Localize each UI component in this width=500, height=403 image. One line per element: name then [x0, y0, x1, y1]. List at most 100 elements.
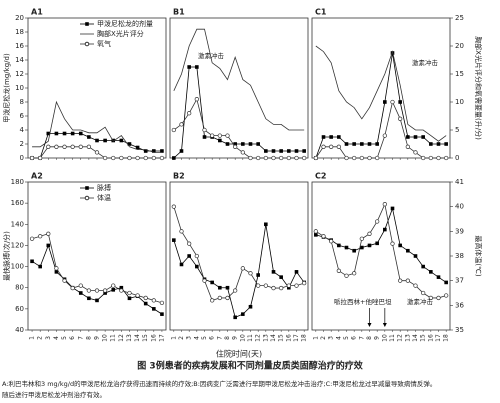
y2-tick-label: 41 — [455, 178, 464, 186]
marker — [429, 270, 433, 274]
x-tick-label: 9 — [374, 336, 381, 340]
marker — [436, 295, 441, 301]
marker — [367, 142, 372, 146]
x-tick-label: 16 — [150, 334, 157, 342]
marker — [78, 131, 83, 136]
series-line — [173, 224, 305, 318]
marker — [248, 142, 253, 146]
x-tick-label: 3 — [186, 336, 193, 340]
marker — [344, 245, 349, 250]
marker — [256, 283, 261, 288]
marker — [263, 155, 268, 161]
x-tick-label: 6 — [69, 336, 76, 340]
marker — [38, 234, 43, 239]
marker — [413, 254, 418, 258]
marker — [367, 243, 372, 248]
marker — [103, 138, 107, 143]
marker — [233, 142, 237, 146]
y2-tick-label: 39 — [455, 227, 464, 235]
series-line — [173, 28, 305, 131]
marker — [94, 150, 100, 155]
marker — [337, 243, 341, 248]
marker — [336, 268, 341, 273]
marker — [321, 144, 326, 149]
marker — [367, 155, 372, 161]
legend-label: 胸部X光片评分 — [97, 29, 144, 38]
x-tick-label: 7 — [77, 336, 84, 340]
marker — [38, 264, 42, 269]
marker — [225, 285, 230, 290]
arrow-head — [367, 323, 372, 327]
y-tick-label: 12 — [15, 70, 24, 78]
note: 随后进行甲泼尼松龙冲剂治疗有效。 — [2, 390, 106, 399]
marker — [119, 285, 124, 290]
marker — [94, 288, 100, 293]
marker — [29, 236, 35, 241]
marker — [225, 142, 230, 146]
panel-title: C1 — [315, 8, 327, 17]
marker — [383, 100, 387, 104]
panel-title: A2 — [31, 172, 43, 181]
marker — [46, 144, 51, 149]
marker — [271, 155, 276, 161]
y-tick-label: 4 — [20, 126, 25, 134]
x-tick-label: 11 — [110, 334, 117, 342]
marker — [151, 155, 156, 161]
marker — [127, 296, 132, 301]
marker — [172, 238, 176, 242]
marker — [78, 283, 83, 288]
y2-tick-label: 35 — [455, 326, 464, 334]
y2-axis-label: 胸部X光片评分和氧需要量(升/分) — [474, 36, 483, 140]
annotation: 哌拉西林+他唑巴坦 — [334, 297, 392, 306]
marker — [429, 142, 433, 146]
marker — [143, 155, 148, 161]
marker — [428, 295, 433, 301]
marker — [436, 155, 441, 161]
y-axis-label: 甲泼尼松龙(mg/kg/d) — [2, 53, 11, 123]
marker — [271, 285, 276, 291]
marker — [78, 144, 83, 149]
marker — [225, 133, 230, 138]
marker — [62, 278, 67, 283]
marker — [264, 222, 268, 227]
marker — [54, 131, 59, 136]
marker — [314, 233, 318, 237]
x-tick-label: 1 — [29, 336, 36, 340]
y-tick-label: 8 — [20, 98, 24, 106]
x-tick-label: 10 — [239, 334, 246, 342]
y-tick-label: 180 — [11, 178, 24, 186]
marker — [286, 283, 291, 288]
marker — [95, 138, 99, 143]
x-axis-label: 住院时间(天) — [216, 349, 262, 359]
y2-tick-label: 38 — [455, 252, 464, 260]
marker — [421, 135, 425, 139]
marker — [194, 97, 199, 102]
x-tick-label: 5 — [61, 336, 68, 340]
marker — [360, 245, 364, 250]
x-tick-label: 13 — [262, 334, 269, 342]
marker — [256, 273, 260, 277]
marker — [46, 243, 51, 248]
marker — [62, 144, 67, 149]
marker — [233, 288, 238, 293]
x-tick-label: 5 — [201, 336, 208, 340]
marker — [159, 300, 165, 306]
marker — [102, 155, 108, 161]
y2-tick-label: 20 — [455, 42, 464, 50]
marker — [413, 283, 418, 288]
marker — [119, 155, 124, 161]
marker — [271, 270, 276, 274]
y-tick-label: 16 — [15, 42, 24, 50]
marker — [179, 149, 184, 153]
marker — [398, 243, 402, 248]
marker — [382, 202, 387, 207]
x-tick-label: 12 — [118, 334, 125, 342]
marker — [359, 155, 364, 161]
legend-label: 体温 — [97, 193, 111, 202]
x-tick-label: 14 — [412, 334, 419, 342]
x-tick-label: 13 — [404, 334, 411, 342]
panel-title: B1 — [173, 8, 185, 17]
marker — [240, 150, 245, 155]
marker — [375, 142, 379, 146]
annotation: 激素冲击 — [412, 58, 439, 67]
